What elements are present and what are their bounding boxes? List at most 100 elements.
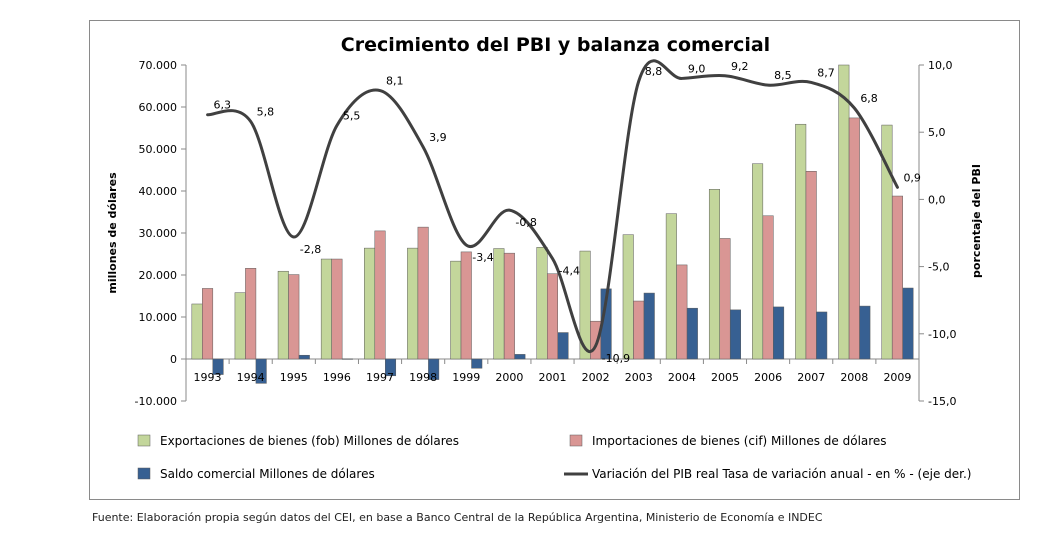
- bar-exports: [579, 250, 591, 360]
- bar-balance: [341, 358, 353, 360]
- gdp-data-label: -3,4: [472, 251, 493, 264]
- gdp-growth-line: [206, 59, 899, 353]
- y-tick-label: -10.000: [135, 395, 177, 408]
- y-axis-title: millones de dólares: [106, 172, 119, 294]
- bar-imports: [503, 252, 515, 360]
- x-tick-label: 1994: [237, 371, 265, 384]
- bar-imports: [245, 268, 257, 360]
- gdp-data-label: 6,3: [214, 99, 232, 112]
- y-tick-label: 40.000: [139, 185, 178, 198]
- bar-balance: [686, 307, 698, 360]
- gdp-data-label: 5,5: [343, 109, 361, 122]
- bar-imports: [805, 171, 817, 360]
- y2-tick-label: -5,0: [928, 261, 949, 274]
- gdp-data-label: 3,9: [429, 131, 447, 144]
- bar-exports: [795, 123, 807, 360]
- y-tick-label: 70.000: [139, 59, 178, 72]
- bar-exports: [536, 247, 548, 360]
- gdp-data-label: -2,8: [300, 243, 321, 256]
- x-tick-label: 2004: [668, 371, 696, 384]
- gdp-data-label: 6,8: [860, 92, 878, 105]
- gdp-data-label: -10,9: [602, 352, 630, 365]
- legend-balance-label: Saldo comercial Millones de dólares: [160, 467, 375, 481]
- bar-balance: [816, 311, 828, 360]
- legend-exports-swatch: [137, 434, 151, 447]
- bar-exports: [622, 234, 634, 360]
- bar-balance: [773, 306, 785, 360]
- y-tick-label: 60.000: [139, 101, 178, 114]
- gdp-data-label: 8,1: [386, 75, 404, 88]
- bar-imports: [762, 215, 774, 360]
- bar-imports: [460, 251, 472, 360]
- bar-balance: [514, 354, 526, 360]
- bar-balance: [643, 292, 655, 360]
- source-note: Fuente: Elaboración propia según datos d…: [92, 511, 823, 524]
- bar-exports: [277, 270, 289, 360]
- bar-balance: [859, 305, 871, 360]
- x-tick-label: 2006: [754, 371, 782, 384]
- bar-exports: [752, 163, 764, 360]
- bar-balance: [298, 354, 310, 360]
- chart-frame: Crecimiento del PBI y balanza comercial -…: [89, 20, 1020, 500]
- x-tick-label: 1993: [194, 371, 222, 384]
- bar-balance: [385, 358, 397, 377]
- y2-tick-label: -15,0: [928, 395, 956, 408]
- bar-balance: [255, 358, 267, 384]
- bar-balance: [902, 287, 914, 360]
- bar-exports: [665, 213, 677, 360]
- x-tick-label: 1996: [323, 371, 351, 384]
- y2-tick-label: 0,0: [928, 193, 946, 206]
- y2-tick-label: -10,0: [928, 328, 956, 341]
- gdp-data-label: 8,7: [817, 66, 835, 79]
- gdp-data-label: 8,8: [645, 65, 663, 78]
- x-tick-label: 1998: [409, 371, 437, 384]
- legend-imports-label: Importaciones de bienes (cif) Millones d…: [592, 434, 887, 448]
- bar-exports: [493, 248, 505, 360]
- x-tick-label: 2002: [582, 371, 610, 384]
- gdp-data-label: -0,8: [515, 216, 536, 229]
- x-tick-label: 2008: [840, 371, 868, 384]
- gdp-data-label: 9,2: [731, 60, 749, 73]
- x-tick-label: 2007: [797, 371, 825, 384]
- bar-balance: [212, 358, 224, 375]
- bar-imports: [633, 300, 645, 360]
- y2-tick-label: 5,0: [928, 126, 946, 139]
- x-tick-label: 2003: [625, 371, 653, 384]
- y2-tick-label: 10,0: [928, 59, 953, 72]
- y-tick-label: 10.000: [139, 311, 178, 324]
- y2-axis-title: porcentaje del PBI: [970, 164, 983, 278]
- bar-exports: [364, 247, 376, 360]
- bar-exports: [708, 189, 720, 360]
- legend-exports-label: Exportaciones de bienes (fob) Millones d…: [160, 434, 459, 448]
- bar-balance: [557, 332, 569, 360]
- x-tick-label: 2001: [539, 371, 567, 384]
- x-tick-label: 2000: [495, 371, 523, 384]
- bar-imports: [719, 238, 731, 360]
- bar-imports: [547, 273, 558, 360]
- x-tick-label: 2005: [711, 371, 739, 384]
- bar-imports: [848, 117, 860, 360]
- bar-exports: [320, 258, 332, 360]
- gdp-data-label: -4,4: [559, 265, 580, 278]
- legend-imports-swatch: [569, 434, 583, 447]
- x-tick-label: 1997: [366, 371, 394, 384]
- chart-title: Crecimiento del PBI y balanza comercial: [341, 34, 770, 56]
- bar-imports: [417, 226, 429, 360]
- bar-imports: [374, 230, 386, 360]
- bar-exports: [450, 260, 462, 360]
- bar-imports: [676, 264, 688, 360]
- bar-imports: [891, 195, 903, 360]
- y-tick-label: 0: [170, 353, 177, 366]
- x-tick-label: 2009: [883, 371, 911, 384]
- bar-balance: [729, 309, 741, 360]
- x-tick-label: 1995: [280, 371, 308, 384]
- gdp-data-label: 5,8: [257, 105, 275, 118]
- gdp-data-label: 9,0: [688, 62, 706, 75]
- bar-balance: [428, 358, 440, 380]
- gdp-data-label: 0,9: [903, 171, 921, 184]
- legend-balance-swatch: [137, 467, 151, 480]
- bar-exports: [234, 292, 246, 360]
- bar-imports: [331, 258, 343, 360]
- y-tick-label: 30.000: [139, 227, 178, 240]
- gdp-data-label: 8,5: [774, 69, 792, 82]
